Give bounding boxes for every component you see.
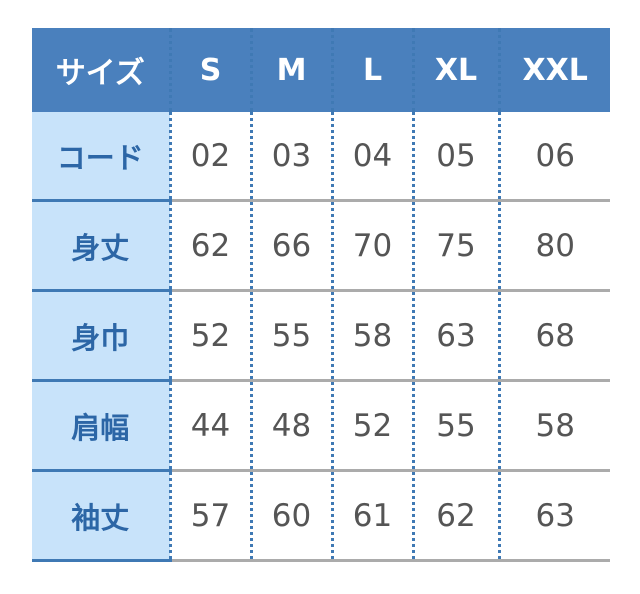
header-size-l: L: [330, 28, 413, 112]
table-row: 肩幅 44 48 52 55 58: [32, 379, 610, 471]
table-cell: 75: [411, 199, 499, 291]
table-cell: 52: [330, 379, 413, 471]
row-label: 身丈: [32, 199, 170, 291]
table-row: 身巾 52 55 58 63 68: [32, 289, 610, 381]
table-cell: 04: [330, 112, 413, 201]
table-cell: 66: [249, 199, 332, 291]
header-row: サイズ S M L XL XXL: [32, 28, 610, 112]
table-row: 袖丈 57 60 61 62 63: [32, 469, 610, 562]
table-cell: 48: [249, 379, 332, 471]
table-cell: 68: [497, 289, 610, 381]
table-cell: 80: [497, 199, 610, 291]
table-cell: 52: [168, 289, 251, 381]
table-cell: 57: [168, 469, 251, 562]
table-cell: 62: [411, 469, 499, 562]
table-cell: 62: [168, 199, 251, 291]
row-label: 身巾: [32, 289, 170, 381]
table-cell: 60: [249, 469, 332, 562]
table-cell: 55: [249, 289, 332, 381]
table-cell: 06: [497, 112, 610, 201]
table-row: 身丈 62 66 70 75 80: [32, 199, 610, 291]
table-cell: 03: [249, 112, 332, 201]
table-cell: 70: [330, 199, 413, 291]
table-cell: 63: [411, 289, 499, 381]
table-cell: 44: [168, 379, 251, 471]
table-cell: 63: [497, 469, 610, 562]
row-label: 肩幅: [32, 379, 170, 471]
row-label: コード: [32, 112, 170, 201]
table-cell: 02: [168, 112, 251, 201]
table-cell: 55: [411, 379, 499, 471]
header-size-xxl: XXL: [497, 28, 610, 112]
table-cell: 05: [411, 112, 499, 201]
header-size-xl: XL: [411, 28, 499, 112]
size-table: サイズ S M L XL XXL コード 02 03 04 05 06 身丈 62 66 70 75…: [32, 28, 610, 562]
header-size-label: サイズ: [32, 28, 170, 112]
table-row: コード 02 03 04 05 06: [32, 112, 610, 201]
table-cell: 58: [330, 289, 413, 381]
table-cell: 61: [330, 469, 413, 562]
table-cell: 58: [497, 379, 610, 471]
header-size-s: S: [168, 28, 251, 112]
row-label: 袖丈: [32, 469, 170, 562]
header-size-m: M: [249, 28, 332, 112]
